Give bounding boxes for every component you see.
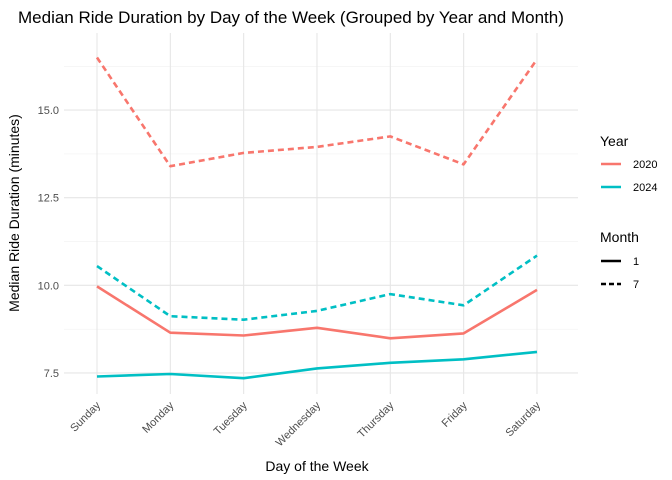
x-axis-ticks: Sunday Monday Tuesday Wednesday Thursday Frid… bbox=[68, 399, 543, 449]
legend-title-month: Month bbox=[600, 229, 639, 245]
legend-title-year: Year bbox=[600, 133, 629, 149]
chart-title: Median Ride Duration by Day of the Week … bbox=[18, 8, 564, 27]
plot-grid bbox=[64, 33, 578, 394]
series-line-2024-month-7 bbox=[96, 254, 538, 322]
x-tick-label: Monday bbox=[140, 399, 177, 436]
series-line-2024-month-1 bbox=[96, 350, 538, 380]
legend-label-month-1: 1 bbox=[633, 256, 639, 268]
y-tick-label: 15.0 bbox=[38, 105, 59, 117]
y-tick-label: 10.0 bbox=[38, 280, 59, 292]
x-tick-label: Tuesday bbox=[212, 399, 250, 437]
y-axis-ticks: 7.5 10.0 12.5 15.0 bbox=[38, 105, 59, 380]
x-tick-label: Wednesday bbox=[274, 399, 324, 449]
x-tick-label: Thursday bbox=[356, 399, 397, 440]
legend-label-2024: 2024 bbox=[633, 182, 657, 194]
y-tick-label: 12.5 bbox=[38, 193, 59, 205]
legend-label-2020: 2020 bbox=[633, 159, 657, 171]
x-tick-label: Saturday bbox=[503, 399, 543, 439]
x-tick-label: Sunday bbox=[68, 399, 103, 434]
x-axis-title: Day of the Week bbox=[265, 458, 369, 474]
y-tick-label: 7.5 bbox=[44, 368, 59, 380]
x-tick-label: Friday bbox=[440, 399, 470, 429]
legend: Year 2020 2024 Month 1 7 bbox=[600, 133, 657, 291]
y-axis-title: Median Ride Duration (minutes) bbox=[6, 114, 22, 312]
plot-series bbox=[95, 56, 539, 380]
series-line-2020-month-1 bbox=[96, 285, 538, 340]
series-line-2020-month-7 bbox=[95, 56, 539, 168]
legend-label-month-7: 7 bbox=[633, 279, 639, 291]
